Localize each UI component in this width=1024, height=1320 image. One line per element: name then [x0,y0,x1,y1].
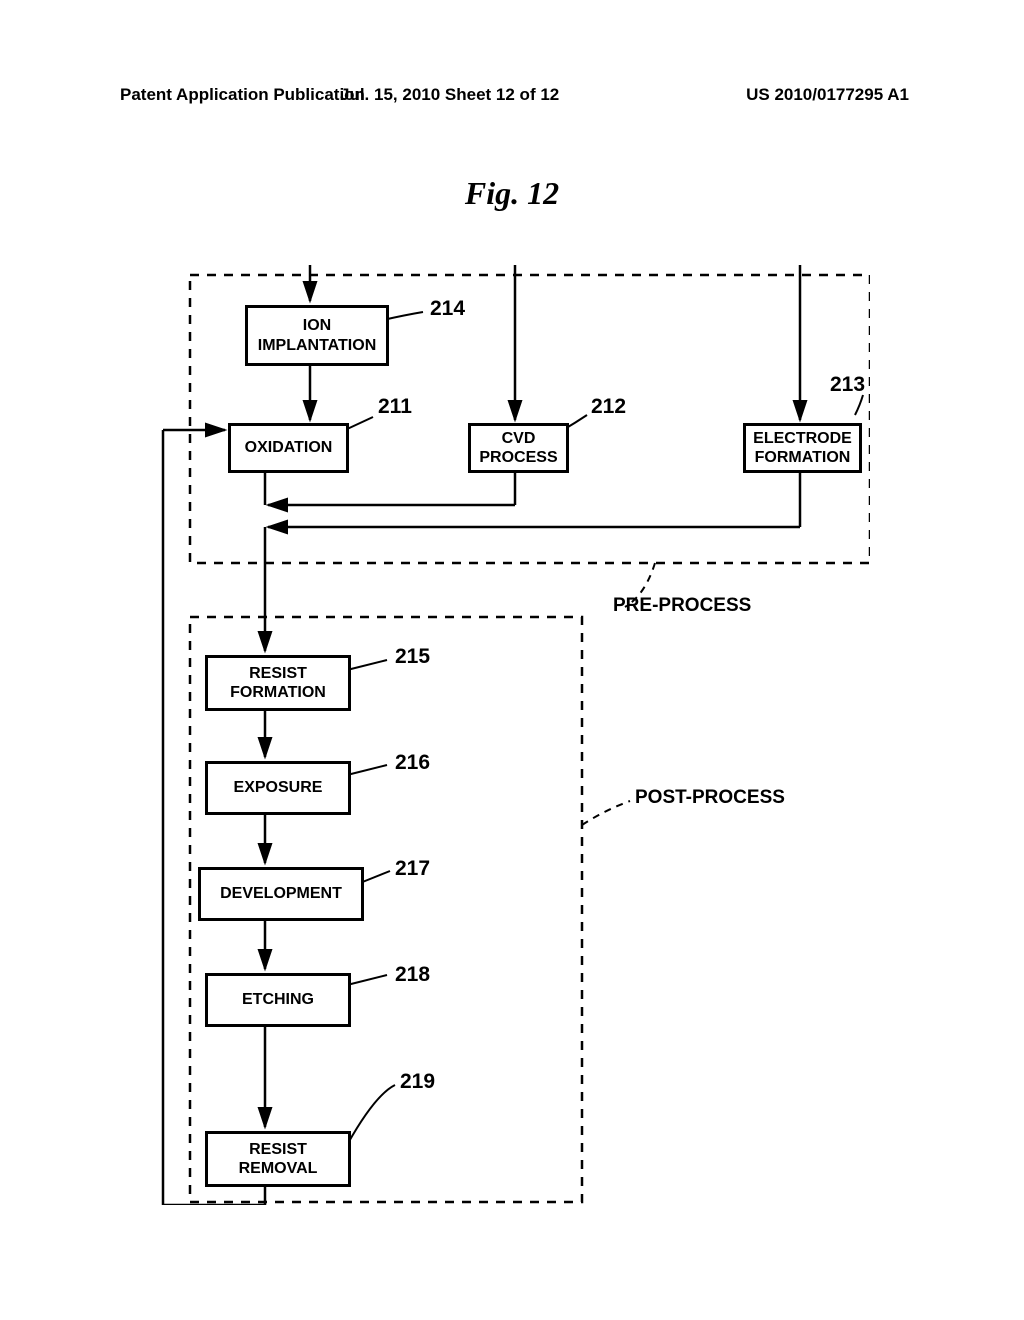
box-label: RESISTFORMATION [230,664,326,702]
label-post-process: POST-PROCESS [635,787,785,809]
box-label: CVDPROCESS [479,429,557,467]
figure-title: Fig. 12 [0,175,1024,212]
num-resist-formation: 215 [395,645,430,669]
box-ion-implantation: IONIMPLANTATION [245,305,389,366]
box-label: RESISTREMOVAL [239,1140,318,1178]
box-exposure: EXPOSURE [205,761,351,815]
box-label: DEVELOPMENT [220,884,342,903]
box-oxidation: OXIDATION [228,423,349,473]
box-resist-removal: RESISTREMOVAL [205,1131,351,1187]
box-resist-formation: RESISTFORMATION [205,655,351,711]
label-pre-process: PRE-PROCESS [613,595,751,617]
box-electrode: ELECTRODEFORMATION [743,423,862,473]
box-label: ETCHING [242,990,314,1009]
header-right: US 2010/0177295 A1 [746,85,909,105]
num-exposure: 216 [395,751,430,775]
num-cvd: 212 [591,395,626,419]
num-etching: 218 [395,963,430,987]
num-development: 217 [395,857,430,881]
box-cvd: CVDPROCESS [468,423,569,473]
header-mid: Jul. 15, 2010 Sheet 12 of 12 [340,85,559,105]
num-oxidation: 211 [378,395,412,419]
num-electrode: 213 [830,373,865,397]
box-label: IONIMPLANTATION [258,316,377,354]
flowchart-lines [155,265,870,1205]
box-etching: ETCHING [205,973,351,1027]
flowchart: IONIMPLANTATION 214 OXIDATION 211 CVDPRO… [155,265,870,1205]
page: Patent Application Publication Jul. 15, … [0,0,1024,1320]
box-label: OXIDATION [245,438,333,457]
box-label: EXPOSURE [234,778,323,797]
header-left: Patent Application Publication [120,85,365,105]
box-development: DEVELOPMENT [198,867,364,921]
num-resist-removal: 219 [400,1070,435,1094]
num-ion-implantation: 214 [430,297,465,321]
box-label: ELECTRODEFORMATION [753,429,852,467]
